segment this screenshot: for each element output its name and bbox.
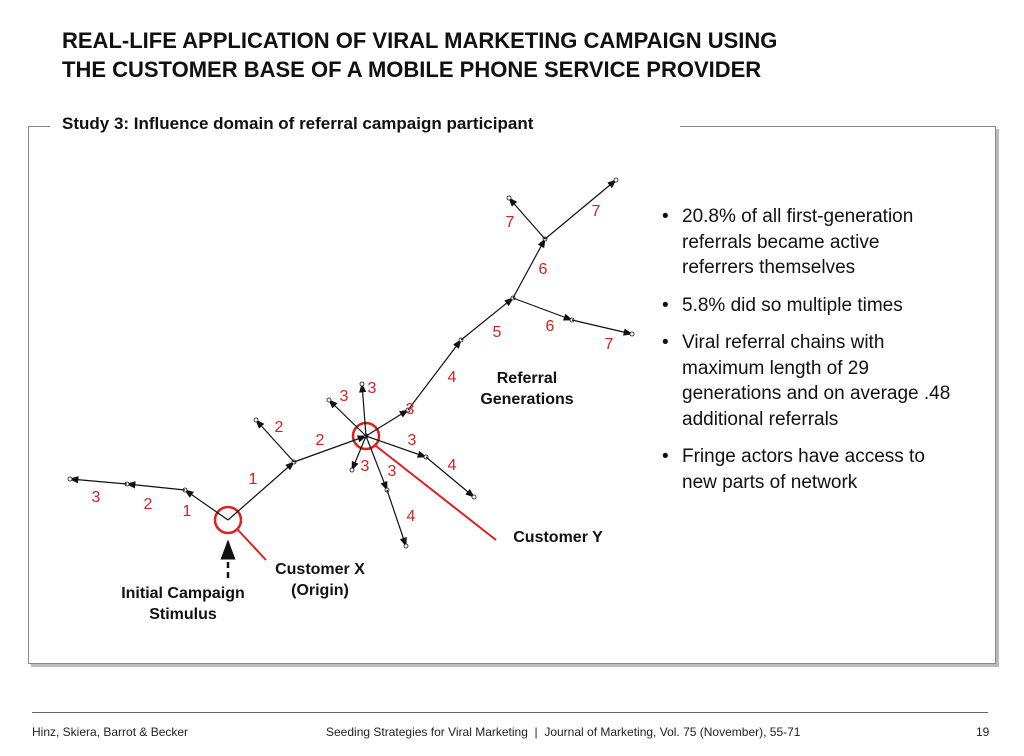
- generation-label: 3: [388, 463, 397, 480]
- title-line: THE CUSTOMER BASE OF A MOBILE PHONE SERV…: [62, 57, 762, 82]
- generation-label: 7: [592, 203, 601, 220]
- node: [471, 494, 477, 500]
- generation-label: 2: [144, 496, 153, 513]
- referral-edge: [293, 435, 368, 463]
- stimulus-label: Initial Campaign: [121, 585, 245, 602]
- generation-label: 2: [275, 419, 284, 436]
- referral-edge: [68, 476, 128, 485]
- bullet: Viral referral chains with maximum lengt…: [662, 330, 952, 432]
- referral-edge: [255, 419, 295, 463]
- referral-edge: [512, 297, 574, 321]
- customer-y-circle: [351, 421, 381, 451]
- footer-rule: [32, 712, 988, 713]
- generation-label: 3: [406, 401, 415, 418]
- generation-label: 1: [183, 503, 192, 520]
- customer-y-label: Customer Y: [513, 529, 603, 546]
- referral-edge: [425, 456, 475, 498]
- referral-edge: [460, 297, 514, 341]
- generation-label: 7: [605, 336, 614, 353]
- customer-x-circle: [213, 505, 243, 535]
- referral-edge: [386, 489, 407, 548]
- generation-label: 3: [361, 458, 370, 475]
- generation-label: 7: [506, 214, 515, 231]
- customer-x-label: Customer X: [275, 561, 365, 578]
- generations-label: Generations: [480, 391, 573, 408]
- referral-edge: [544, 179, 617, 240]
- generation-label: 4: [448, 457, 457, 474]
- page-number: 19: [976, 725, 990, 739]
- node: [403, 543, 409, 549]
- referral-edge: [184, 489, 229, 521]
- generation-label: 4: [407, 508, 416, 525]
- referral-edge: [407, 339, 462, 411]
- referral-edge: [508, 197, 546, 240]
- generations-label: Referral: [497, 370, 557, 387]
- referral-edge: [365, 435, 388, 492]
- footer-citation: Seeding Strategies for Viral Marketing |…: [326, 725, 801, 739]
- footer-authors: Hinz, Skiera, Barrot & Becker: [32, 725, 189, 739]
- pointer-line: [237, 529, 267, 561]
- node: [506, 195, 512, 201]
- generation-label: 2: [316, 432, 325, 449]
- bullet-list: 20.8% of all first-generation referrals …: [662, 204, 952, 507]
- bullet: 5.8% did so multiple times: [662, 293, 952, 319]
- referral-edge: [365, 435, 428, 458]
- referral-edge: [365, 409, 410, 437]
- generation-label: 3: [92, 489, 101, 506]
- generation-label: 3: [340, 388, 349, 405]
- referral-edge: [512, 237, 546, 299]
- stimulus-label: Stimulus: [149, 606, 217, 623]
- referral-edge: [351, 435, 367, 472]
- node: [326, 397, 332, 403]
- node: [629, 331, 635, 337]
- bullet: Fringe actors have access to new parts o…: [662, 444, 952, 495]
- customer-x-label: (Origin): [291, 582, 349, 599]
- generation-label: 3: [408, 432, 417, 449]
- generation-label: 6: [539, 261, 548, 278]
- generation-label: 3: [368, 380, 377, 397]
- generation-label: 1: [249, 471, 258, 488]
- node: [359, 381, 365, 387]
- referral-edge: [125, 481, 186, 491]
- node: [349, 467, 355, 473]
- referral-edge: [328, 399, 367, 437]
- title-line: REAL-LIFE APPLICATION OF VIRAL MARKETING…: [62, 28, 778, 53]
- node: [67, 476, 73, 482]
- generation-label: 4: [448, 369, 457, 386]
- referral-edge: [359, 382, 367, 437]
- referral-edge: [227, 461, 295, 521]
- pointer-line: [375, 445, 497, 541]
- generation-label: 6: [546, 318, 555, 335]
- node: [253, 417, 259, 423]
- generation-label: 5: [493, 324, 502, 341]
- subtitle: Study 3: Influence domain of referral ca…: [52, 114, 544, 134]
- title: REAL-LIFE APPLICATION OF VIRAL MARKETING…: [62, 26, 777, 84]
- node: [613, 177, 619, 183]
- referral-edge: [571, 319, 634, 336]
- bullet: 20.8% of all first-generation referrals …: [662, 204, 952, 281]
